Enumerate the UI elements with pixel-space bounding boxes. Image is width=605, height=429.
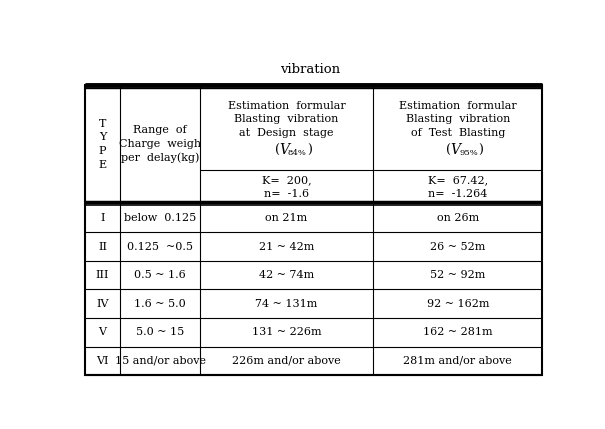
Text: T
Y
P
E: T Y P E: [99, 119, 106, 169]
Text: V: V: [280, 142, 289, 157]
Text: 74 ~ 131m: 74 ~ 131m: [255, 299, 318, 309]
Text: 42 ~ 74m: 42 ~ 74m: [259, 270, 314, 280]
Text: 84%: 84%: [288, 149, 307, 157]
Text: ): ): [307, 144, 312, 157]
Text: 5.0 ~ 15: 5.0 ~ 15: [136, 327, 184, 337]
Text: Estimation  formular
Blasting  vibration
at  Design  stage: Estimation formular Blasting vibration a…: [227, 100, 345, 138]
Text: 21 ~ 42m: 21 ~ 42m: [259, 242, 315, 251]
Text: 52 ~ 92m: 52 ~ 92m: [430, 270, 485, 280]
Text: (: (: [275, 144, 280, 157]
Text: K=  67.42,
n=  -1.264: K= 67.42, n= -1.264: [428, 175, 488, 199]
Text: vibration: vibration: [280, 63, 340, 76]
Text: on 26m: on 26m: [437, 213, 479, 223]
Text: 162 ~ 281m: 162 ~ 281m: [423, 327, 492, 337]
Text: IV: IV: [96, 299, 109, 309]
Text: Estimation  formular
Blasting  vibration
of  Test  Blasting: Estimation formular Blasting vibration o…: [399, 100, 517, 138]
Text: ): ): [478, 144, 483, 157]
Text: K=  200,
n=  -1.6: K= 200, n= -1.6: [262, 175, 312, 199]
Text: VI: VI: [96, 356, 109, 366]
Text: 0.125  ~0.5: 0.125 ~0.5: [127, 242, 193, 251]
Text: 95%: 95%: [459, 149, 478, 157]
Text: II: II: [98, 242, 107, 251]
Text: V: V: [99, 327, 106, 337]
Text: 1.6 ~ 5.0: 1.6 ~ 5.0: [134, 299, 186, 309]
Text: below  0.125: below 0.125: [124, 213, 196, 223]
Text: I: I: [100, 213, 105, 223]
Text: 15 and/or above: 15 and/or above: [114, 356, 206, 366]
Text: 26 ~ 52m: 26 ~ 52m: [430, 242, 485, 251]
Text: 281m and/or above: 281m and/or above: [404, 356, 512, 366]
Bar: [85, 85, 542, 375]
Text: 0.5 ~ 1.6: 0.5 ~ 1.6: [134, 270, 186, 280]
Text: 226m and/or above: 226m and/or above: [232, 356, 341, 366]
Text: (: (: [446, 144, 451, 157]
Text: Range  of
Charge  weigh
per  delay(kg): Range of Charge weigh per delay(kg): [119, 125, 201, 163]
Text: III: III: [96, 270, 110, 280]
Text: 131 ~ 226m: 131 ~ 226m: [252, 327, 321, 337]
Text: 92 ~ 162m: 92 ~ 162m: [427, 299, 489, 309]
Text: on 21m: on 21m: [266, 213, 308, 223]
Text: V: V: [450, 142, 460, 157]
